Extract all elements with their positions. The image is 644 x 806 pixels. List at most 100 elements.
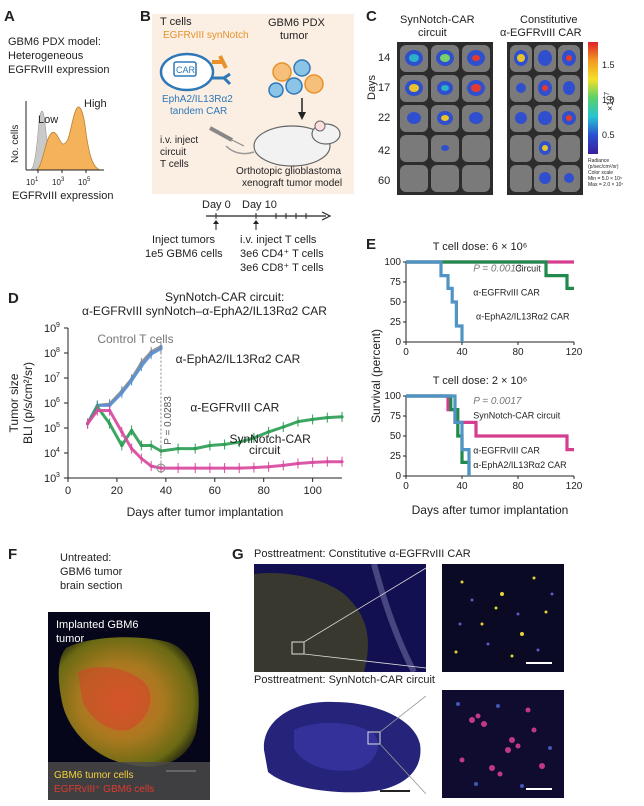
d-ytick-exp-4: 4	[56, 447, 60, 454]
d-point-2-2	[107, 421, 112, 426]
scale-note-4: Min = 5.0 × 10⁵	[588, 176, 623, 182]
d-point-1-4	[130, 378, 134, 383]
d-xlabel: Days after tumor implantation	[127, 505, 284, 519]
d-ytick-label-8: 10	[44, 348, 56, 360]
scale-note-2: (p/sec/cm²/sr)	[588, 164, 619, 170]
inject-line-2: circuit	[160, 147, 186, 158]
inject-line-3: T cells	[160, 159, 189, 170]
left-note-2: 1e5 GBM6 cells	[145, 248, 223, 260]
model-line-2: xenograft tumor model	[242, 178, 342, 188]
d-series-line-1	[86, 347, 162, 425]
d-ytick-exp-3: 3	[56, 472, 60, 479]
e-bottom-series-1	[406, 394, 471, 476]
d-label-epha2: α-EphA2/IL13Rα2 CAR	[176, 352, 301, 366]
e-top-label-0: Circuit	[515, 264, 541, 274]
e-bottom-ytick-label-50: 50	[390, 431, 402, 442]
high-label: High	[84, 98, 107, 110]
e-bottom-pvalue: P = 0.0017	[473, 396, 522, 407]
syringe-icon	[209, 126, 245, 147]
d-ytick-exp-8: 8	[56, 347, 60, 354]
inject-line-1: i.v. inject	[160, 135, 198, 146]
d-series-line-2	[86, 405, 343, 453]
bli-mice-synnotch	[400, 45, 490, 192]
e-bottom-label-2: α-EphA2/IL13Rα2 CAR	[473, 460, 567, 470]
tick-3-exp: 3	[61, 177, 65, 183]
e-ylabel: Survival (percent)	[370, 329, 383, 423]
tick-1-exp: 1	[35, 177, 39, 183]
panel-a-histogram: Low High 10 1 10 3 10 5 No. cells EGFRvI…	[10, 98, 113, 202]
d-xtick-label-80: 80	[258, 485, 270, 497]
panel-b-letter: B	[140, 8, 151, 25]
d-point-3-3	[120, 430, 124, 434]
d-point-3-1	[95, 408, 99, 413]
e-top-label-1: α-EGFRvIII CAR	[473, 288, 540, 298]
tandem-line-1: EphA2/IL13Rα2	[162, 94, 233, 105]
radiance-color-scale	[588, 42, 598, 154]
panel-g-letter: G	[232, 546, 244, 563]
tick-1: 10	[26, 178, 35, 187]
left-note-1: Inject tumors	[152, 234, 215, 246]
col2-title-1: Constitutive	[520, 14, 578, 26]
untreated-tumor-micrograph: Implanted GBM6 tumor GBM6 tumor cells EG…	[48, 612, 210, 800]
d-point-2-13	[252, 436, 256, 440]
d-ytick-exp-6: 6	[56, 397, 60, 404]
d-point-3-4	[130, 446, 134, 451]
d-xtick-label-20: 20	[111, 485, 123, 497]
e-bottom-xtick-label-0: 0	[403, 481, 409, 492]
panel-c-letter: C	[366, 8, 377, 25]
d-label-control: Control T cells	[97, 332, 173, 346]
d-point-1-6	[149, 352, 153, 356]
egfrviii-histogram	[35, 106, 101, 171]
e-top-ytick-label-100: 100	[384, 257, 401, 268]
d-ylabel-2: BLI (p/s/cm²/sr)	[21, 362, 35, 444]
d-xtick-label-100: 100	[303, 485, 321, 497]
d-point-3-17	[311, 460, 315, 465]
d-ytick-label-3: 10	[44, 473, 56, 485]
d-ylabel-1: Tumor size	[7, 373, 21, 432]
e-top-xtick-label-40: 40	[456, 347, 468, 358]
day10-label: Day 10	[242, 199, 277, 211]
d-point-2-3	[120, 443, 124, 448]
col2-title-2: α-EGFRvIII CAR	[500, 27, 582, 39]
timeline: Day 0 Day 10	[202, 199, 332, 230]
tumor-cells-icon	[268, 59, 324, 98]
d-xtick-label-40: 40	[160, 485, 172, 497]
panel-a-letter: A	[4, 8, 15, 25]
panel-g-top-title: Posttreatment: Constitutive α-EGFRvIII C…	[254, 548, 471, 560]
day0-label: Day 0	[202, 199, 231, 211]
day-14: 14	[378, 52, 391, 64]
synnotch-section-image	[254, 690, 426, 798]
right-note-2: 3e6 CD4⁺ T cells	[240, 248, 324, 260]
panel-g-bottom-title: Posttreatment: SynNotch-CAR circuit	[254, 674, 435, 686]
e-bottom-ytick-label-0: 0	[395, 471, 401, 482]
panel-a-title-2: Heterogeneous	[8, 50, 84, 62]
tick-5-exp: 5	[87, 177, 91, 183]
d-ytick-exp-7: 7	[56, 372, 60, 379]
d-point-3-18	[325, 460, 329, 464]
car-receptor	[212, 72, 232, 86]
tcells-label: T cells	[160, 16, 192, 28]
right-note-3: 3e6 CD8⁺ T cells	[240, 262, 324, 274]
d-point-2-6	[149, 443, 153, 448]
d-point-3-9	[193, 466, 197, 470]
e-top-label-2: α-EphA2/IL13Rα2 CAR	[476, 312, 570, 322]
e-bottom-dose: T cell dose: 2 × 10⁶	[433, 375, 528, 387]
d-point-3-16	[296, 461, 300, 466]
d-ytick-exp-5: 5	[56, 422, 60, 429]
tick-3: 10	[52, 178, 61, 187]
d-ytick-exp-9: 9	[56, 322, 60, 329]
e-top-xtick-label-120: 120	[566, 347, 583, 358]
tumor-label-1: GBM6 PDX	[268, 17, 325, 29]
tumor-label-2: tumor	[280, 30, 309, 42]
d-point-3-19	[340, 460, 344, 464]
d-point-2-4	[130, 428, 134, 433]
day-17: 17	[378, 82, 391, 94]
bli-mice-constitutive	[510, 45, 580, 192]
tandem-line-2: tandem CAR	[170, 106, 227, 117]
d-point-2-11	[222, 442, 227, 447]
e-top-pvalue: P = 0.0013	[473, 264, 522, 275]
implanted-label-1: Implanted GBM6	[56, 619, 139, 631]
day-42: 42	[378, 145, 391, 157]
d-point-2-19	[340, 415, 344, 419]
e-top-series-1	[406, 260, 574, 291]
